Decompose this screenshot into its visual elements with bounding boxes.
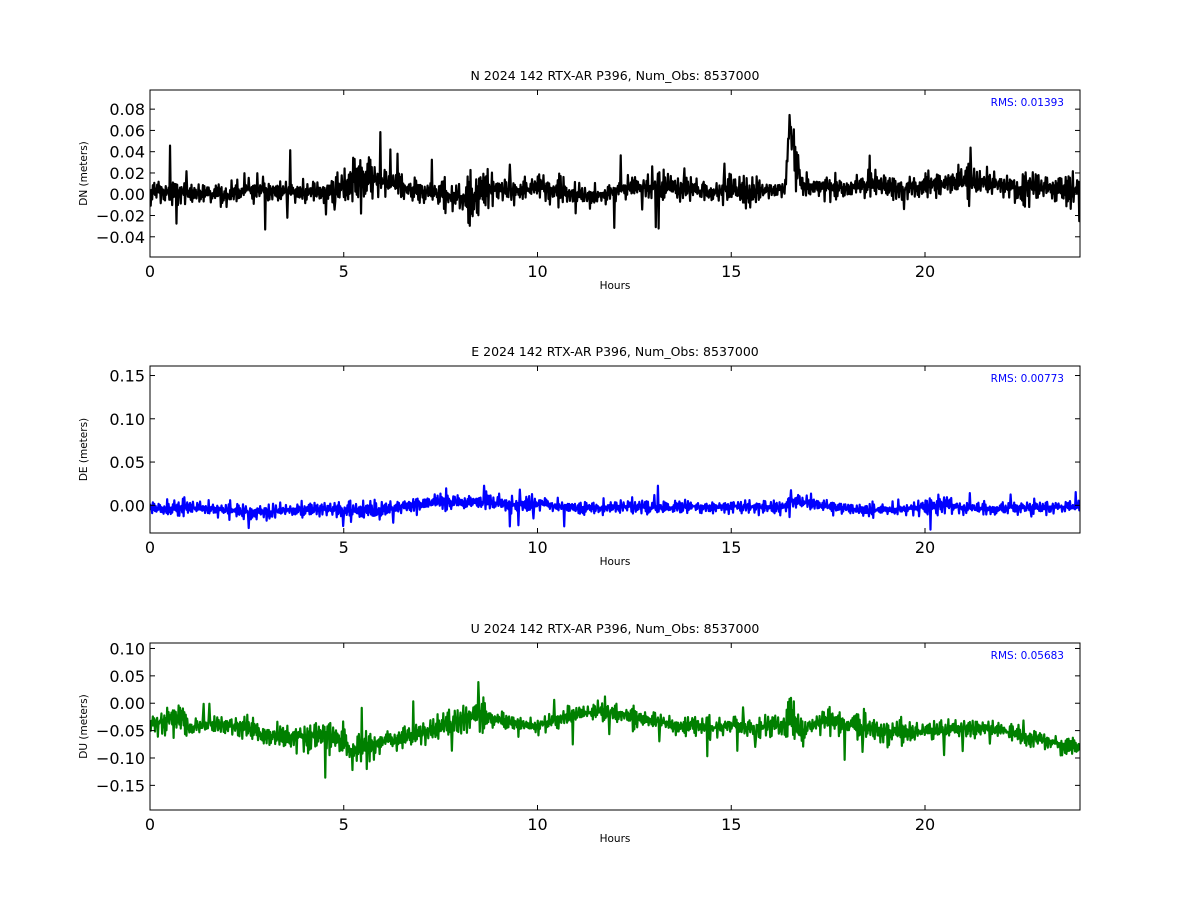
x-tick-label: 0 — [145, 815, 155, 834]
x-tick-label: 15 — [721, 815, 741, 834]
x-axis-label: Hours — [600, 833, 631, 845]
x-tick-label: 5 — [339, 815, 349, 834]
x-tick-label: 10 — [527, 815, 547, 834]
x-tick-label: 10 — [527, 538, 547, 557]
y-tick-label: 0.00 — [109, 694, 145, 713]
y-axis-label: DN (meters) — [78, 141, 90, 206]
x-tick-label: 0 — [145, 538, 155, 557]
x-axis-label: Hours — [600, 280, 631, 292]
y-axis-label: DE (meters) — [78, 418, 90, 481]
y-tick-label: 0.10 — [109, 639, 145, 658]
plot-frame — [149, 642, 1081, 811]
chart-title: U 2024 142 RTX-AR P396, Num_Obs: 8537000 — [471, 621, 760, 636]
rms-annotation: RMS: 0.01393 — [991, 97, 1064, 109]
plot-frame — [149, 365, 1081, 534]
y-tick-label: 0.15 — [109, 367, 145, 386]
x-tick-label: 20 — [915, 538, 935, 557]
y-tick-label: 0.10 — [109, 410, 145, 429]
y-tick-label: −0.05 — [96, 722, 145, 741]
y-tick-label: 0.05 — [109, 453, 145, 472]
panel-2: 0 5 10 15 20 −0.15 −0.10 −0.05 0.00 0.05 0.10 U 202… — [78, 621, 1081, 845]
y-tick-label: 0.08 — [109, 100, 145, 119]
series-line-0-0 — [150, 113, 1080, 231]
y-tick-label: 0.00 — [109, 185, 145, 204]
x-tick-label: 0 — [145, 262, 155, 281]
y-tick-label: 0.04 — [109, 143, 145, 162]
x-tick-label: 20 — [915, 262, 935, 281]
chart-title: E 2024 142 RTX-AR P396, Num_Obs: 8537000 — [471, 344, 759, 359]
x-tick-label: 5 — [339, 538, 349, 557]
x-tick-label: 5 — [339, 262, 349, 281]
x-tick-label: 10 — [527, 262, 547, 281]
y-tick-label: −0.15 — [96, 776, 145, 795]
x-tick-label: 15 — [721, 262, 741, 281]
panel-1: 0 5 10 15 20 0.00 0.05 0.10 0.15 E 2024 142 RTX-A… — [78, 344, 1081, 568]
panel-0: 0 5 10 15 20 −0.04 −0.02 0.00 0.02 0.04 0.06 0.08 N … — [78, 68, 1081, 292]
y-tick-label: 0.05 — [109, 667, 145, 686]
chart-title: N 2024 142 RTX-AR P396, Num_Obs: 8537000 — [471, 68, 760, 83]
x-tick-label: 20 — [915, 815, 935, 834]
y-tick-label: −0.04 — [96, 228, 145, 247]
rms-annotation: RMS: 0.00773 — [991, 373, 1064, 385]
y-tick-label: 0.02 — [109, 164, 145, 183]
y-tick-label: 0.06 — [109, 121, 145, 140]
series-line-1-0 — [150, 484, 1080, 531]
rms-annotation: RMS: 0.05683 — [991, 650, 1064, 662]
plot-frame — [149, 89, 1081, 258]
y-tick-label: 0.00 — [109, 496, 145, 515]
x-tick-label: 15 — [721, 538, 741, 557]
y-tick-label: −0.10 — [96, 749, 145, 768]
y-axis-label: DU (meters) — [78, 694, 90, 758]
x-axis-label: Hours — [600, 556, 631, 568]
series-line-2-0 — [150, 680, 1080, 779]
y-tick-label: −0.02 — [96, 207, 145, 226]
